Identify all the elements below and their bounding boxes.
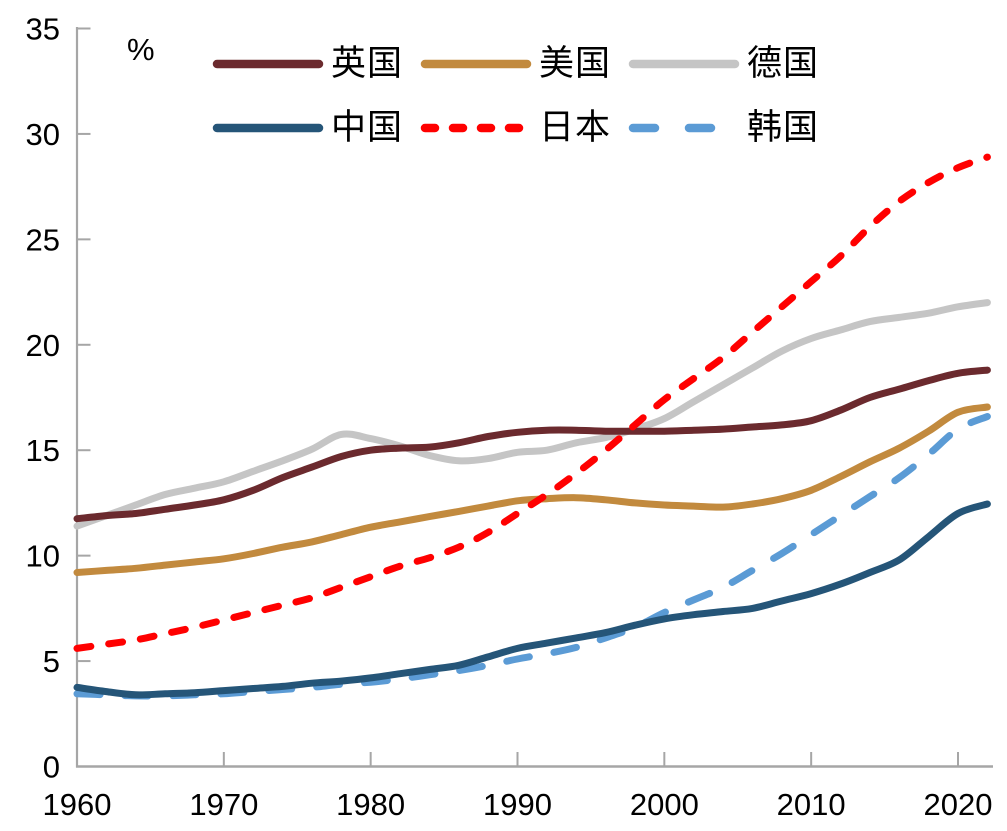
legend-item-3: 中国 (212, 109, 402, 146)
y-axis-unit-label: % (127, 32, 155, 67)
x-tick-label: 1960 (43, 787, 112, 822)
legend-line-swatch (420, 123, 532, 132)
legend-line-swatch (628, 123, 740, 132)
series-line-1 (73, 403, 991, 576)
x-tick-label: 1970 (189, 787, 258, 822)
legend-label: 英国 (331, 44, 404, 83)
legend-item-4: 日本 (420, 109, 610, 146)
y-tick-label: 30 (26, 117, 60, 152)
legend-item-2: 德国 (628, 45, 818, 82)
x-tick-label: 2020 (924, 787, 993, 822)
y-tick-label: 0 (43, 750, 60, 785)
legend-label: 日本 (539, 108, 612, 147)
legend-item-1: 美国 (420, 45, 610, 82)
y-tick-label: 25 (26, 222, 60, 257)
legend-line-swatch (212, 59, 324, 68)
legend-line-swatch (628, 59, 740, 68)
legend-label: 美国 (539, 44, 612, 83)
y-tick-label: 15 (26, 433, 60, 468)
x-tick-label: 2010 (777, 787, 846, 822)
y-tick-label: 10 (26, 539, 60, 574)
y-tick-label: 35 (26, 12, 60, 47)
series-line-0 (73, 366, 991, 523)
legend-label: 德国 (747, 44, 820, 83)
x-tick-label: 1990 (483, 787, 552, 822)
legend-item-0: 英国 (212, 45, 402, 82)
y-tick-label: 20 (26, 328, 60, 363)
series-line-3 (73, 500, 991, 699)
legend-label: 韩国 (747, 108, 820, 147)
legend-item-5: 韩国 (628, 109, 818, 146)
series-line-2 (73, 299, 991, 530)
legend-label: 中国 (331, 108, 404, 147)
x-tick-label: 2000 (630, 787, 699, 822)
series-line-4 (73, 153, 991, 652)
chart-legend: 英国 美国 德国中国 日本 韩国 (212, 45, 818, 146)
legend-line-swatch (420, 59, 532, 68)
y-tick-label: 5 (43, 644, 60, 679)
legend-line-swatch (212, 123, 324, 132)
series-line-5 (73, 413, 991, 700)
x-tick-label: 1980 (336, 787, 405, 822)
